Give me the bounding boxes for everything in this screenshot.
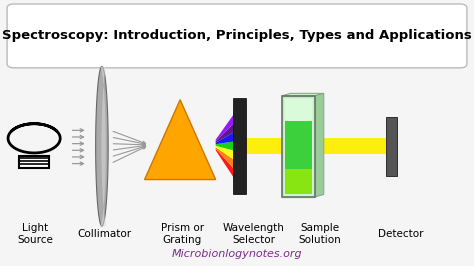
Text: Wavelength
Selector: Wavelength Selector xyxy=(223,223,284,245)
Polygon shape xyxy=(282,93,324,96)
Text: Prism or
Grating: Prism or Grating xyxy=(161,223,204,245)
Polygon shape xyxy=(145,100,216,180)
Text: Collimator: Collimator xyxy=(77,229,131,239)
Polygon shape xyxy=(216,149,239,186)
Polygon shape xyxy=(100,66,108,226)
Polygon shape xyxy=(246,138,282,154)
Bar xyxy=(282,96,315,197)
Bar xyxy=(19,156,49,168)
Polygon shape xyxy=(315,93,324,197)
Polygon shape xyxy=(96,66,108,226)
Text: Detector: Detector xyxy=(378,229,423,239)
Bar xyxy=(285,121,312,194)
Text: Microbionlogynotes.org: Microbionlogynotes.org xyxy=(172,249,302,259)
Bar xyxy=(285,169,312,194)
Polygon shape xyxy=(216,106,239,141)
Polygon shape xyxy=(324,138,386,154)
Polygon shape xyxy=(216,146,239,163)
Polygon shape xyxy=(216,141,239,152)
FancyBboxPatch shape xyxy=(7,4,467,68)
Bar xyxy=(282,96,315,197)
Polygon shape xyxy=(216,129,239,144)
Bar xyxy=(386,117,397,176)
Bar xyxy=(285,99,312,121)
Text: Light
Source: Light Source xyxy=(18,223,54,245)
Bar xyxy=(233,98,246,194)
Polygon shape xyxy=(216,147,239,175)
Text: Spectroscopy: Introduction, Principles, Types and Applications: Spectroscopy: Introduction, Principles, … xyxy=(2,30,472,42)
Polygon shape xyxy=(216,118,239,143)
Text: Sample
Solution: Sample Solution xyxy=(299,223,341,245)
